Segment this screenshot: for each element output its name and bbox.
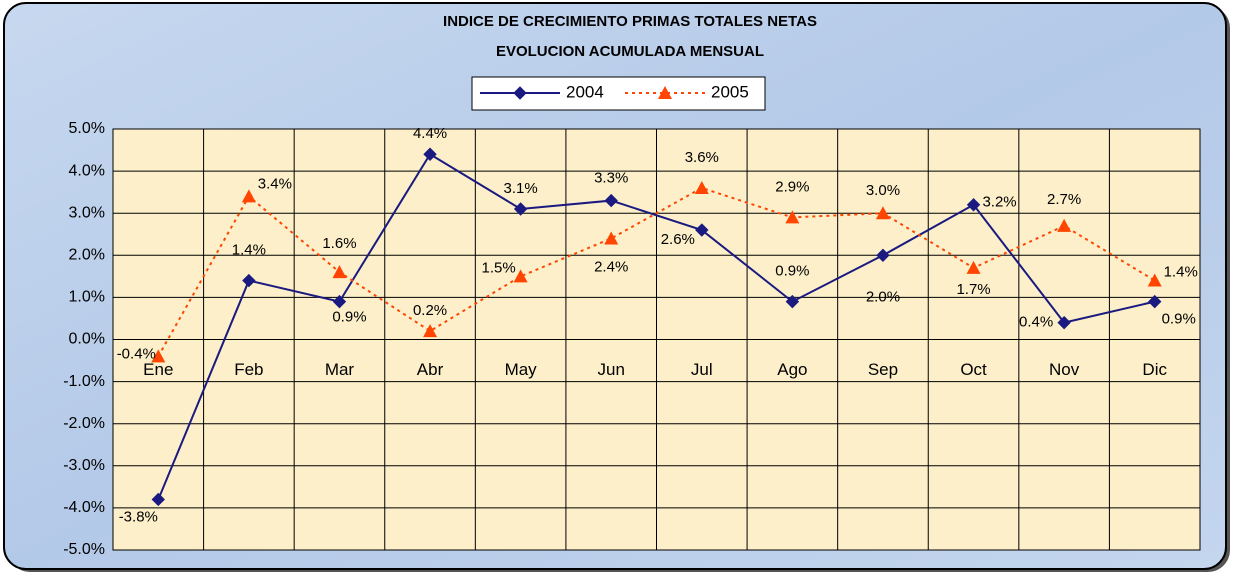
data-label: 1.4% xyxy=(232,242,266,259)
marker xyxy=(513,269,528,283)
data-label: 2.7% xyxy=(1047,191,1081,208)
chart-subtitle: EVOLUCION ACUMULADA MENSUAL xyxy=(496,43,764,60)
x-tick-label: Nov xyxy=(1049,360,1080,379)
marker xyxy=(151,349,166,363)
marker xyxy=(875,206,890,220)
x-tick-label: Ago xyxy=(777,360,807,379)
y-tick-label: 2.0% xyxy=(69,247,105,264)
marker xyxy=(785,294,800,309)
marker xyxy=(694,180,709,194)
marker xyxy=(242,273,256,288)
marker xyxy=(604,193,618,208)
marker xyxy=(966,198,981,212)
y-tick-label: -1.0% xyxy=(63,373,105,390)
data-label: 3.3% xyxy=(594,170,628,187)
marker xyxy=(151,492,165,507)
data-label: 3.6% xyxy=(685,149,719,166)
marker xyxy=(966,260,981,274)
data-label: 1.4% xyxy=(1164,264,1198,281)
marker xyxy=(658,86,672,99)
chart-title: INDICE DE CRECIMIENTO PRIMAS TOTALES NET… xyxy=(443,13,817,30)
x-tick-label: Dic xyxy=(1142,360,1167,379)
marker xyxy=(1057,218,1072,232)
data-label: 2.4% xyxy=(594,258,628,275)
y-tick-label: 3.0% xyxy=(69,204,105,221)
data-label: 2.9% xyxy=(775,178,809,195)
marker xyxy=(1147,273,1162,287)
data-label: 3.2% xyxy=(982,194,1016,211)
data-label: 3.1% xyxy=(504,180,538,197)
marker xyxy=(785,210,800,224)
data-label: 0.4% xyxy=(1019,314,1053,331)
marker xyxy=(604,231,619,245)
x-tick-label: Abr xyxy=(417,360,444,379)
x-tick-label: Sep xyxy=(868,360,898,379)
marker xyxy=(332,265,347,279)
data-label: 3.0% xyxy=(866,182,900,199)
data-label: 1.5% xyxy=(482,259,516,276)
y-tick-label: 4.0% xyxy=(69,162,105,179)
x-tick-label: Feb xyxy=(234,360,263,379)
marker xyxy=(1148,294,1162,309)
series-line xyxy=(157,152,1155,500)
y-tick-label: 0.0% xyxy=(69,331,105,348)
data-label: -3.8% xyxy=(119,508,158,525)
y-tick-label: 1.0% xyxy=(69,289,105,306)
x-tick-label: Mar xyxy=(325,360,355,379)
data-label: 1.6% xyxy=(322,235,356,252)
legend-label: 2005 xyxy=(711,82,749,101)
y-tick-label: 5.0% xyxy=(69,120,105,137)
marker xyxy=(423,147,437,161)
legend-label: 2004 xyxy=(566,82,604,101)
marker xyxy=(1057,315,1071,330)
data-label: 2.0% xyxy=(866,288,900,305)
y-tick-label: -2.0% xyxy=(63,415,105,432)
data-label: 1.7% xyxy=(956,281,990,298)
x-tick-label: Ene xyxy=(143,360,173,379)
x-tick-label: Jul xyxy=(691,360,713,379)
data-label: 2.6% xyxy=(661,231,695,248)
marker xyxy=(241,189,256,203)
y-tick-label: -4.0% xyxy=(63,499,105,516)
marker xyxy=(423,324,438,338)
marker xyxy=(695,223,709,237)
x-tick-label: May xyxy=(505,360,538,379)
x-tick-label: Jun xyxy=(597,360,624,379)
marker xyxy=(332,294,347,309)
marker xyxy=(876,248,890,263)
data-label: 0.9% xyxy=(332,309,366,326)
data-label: 0.9% xyxy=(775,263,809,280)
data-label: 0.2% xyxy=(413,302,447,319)
marker xyxy=(513,86,527,100)
data-label: 3.4% xyxy=(258,175,292,192)
data-label: -0.4% xyxy=(117,345,156,362)
y-tick-label: -5.0% xyxy=(63,541,105,558)
x-tick-label: Oct xyxy=(960,360,987,379)
series-line xyxy=(157,186,1156,357)
marker xyxy=(513,202,528,216)
y-tick-label: -3.0% xyxy=(63,457,105,474)
data-label: 0.9% xyxy=(1162,311,1196,328)
data-label: 4.4% xyxy=(413,125,447,142)
